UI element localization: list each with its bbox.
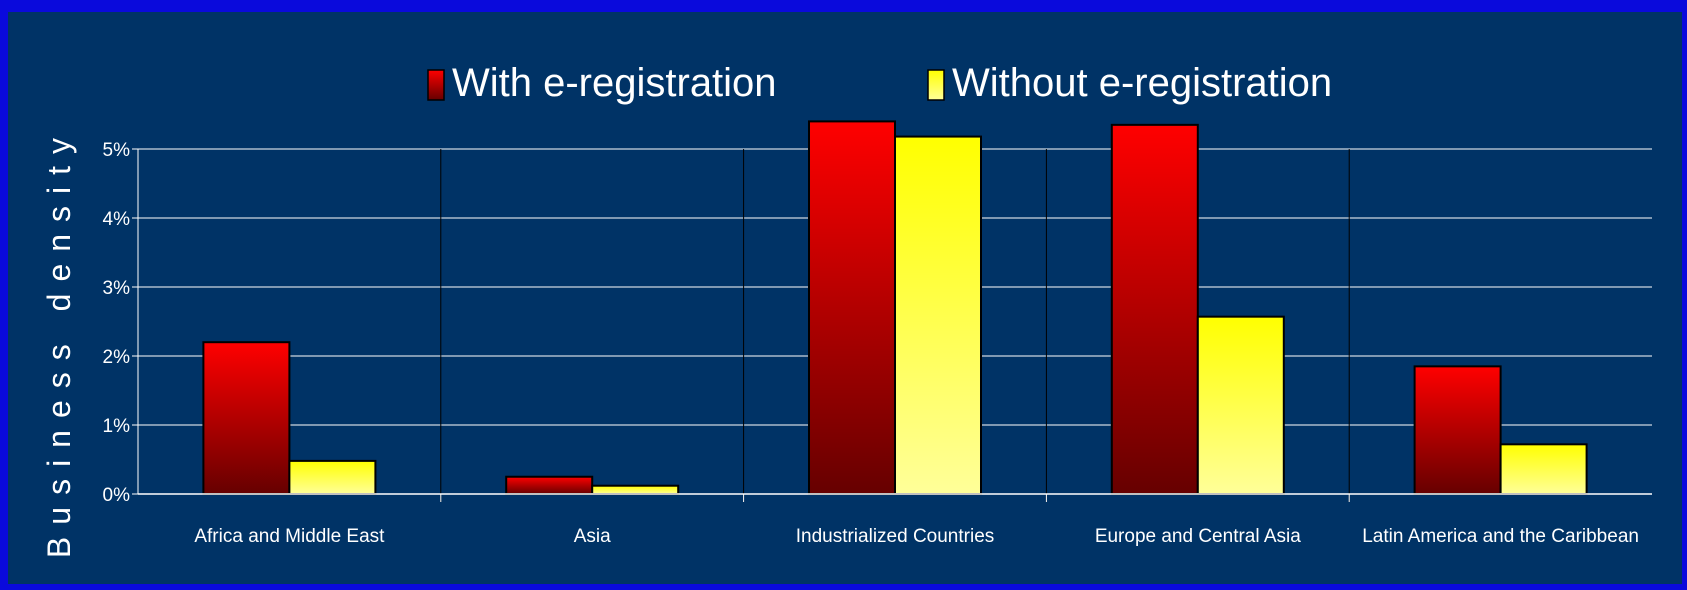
bar-with-e-registration — [202, 341, 291, 496]
legend-swatch-without — [927, 69, 945, 101]
bar-with-e-registration — [1413, 365, 1502, 496]
x-category-label: Africa and Middle East — [194, 526, 385, 547]
bar-without-e-registration — [1499, 443, 1588, 496]
y-tick-label: 3% — [103, 278, 131, 299]
x-category-label: Europe and Central Asia — [1095, 526, 1301, 547]
chart-frame: 0% 1% 2% 3% 4% 5% Africa and Middle East Asia In… — [8, 12, 1682, 584]
x-category-label: Asia — [574, 526, 611, 547]
bar-without-e-registration — [288, 459, 377, 496]
bar-with-e-registration — [505, 475, 594, 495]
bar-with-e-registration — [808, 120, 896, 496]
bar-chart: 0% 1% 2% 3% 4% 5% Africa and Middle East Asia In… — [41, 61, 1652, 558]
bar-without-e-registration — [894, 135, 982, 496]
bar-with-e-registration — [1110, 123, 1199, 495]
y-tick-label: 1% — [103, 416, 131, 437]
x-category-label: Industrialized Countries — [796, 526, 995, 547]
bars — [202, 120, 1588, 496]
y-tick-label: 0% — [103, 485, 131, 506]
x-category-label: Latin America and the Caribbean — [1362, 526, 1639, 547]
bar-without-e-registration — [591, 484, 680, 496]
y-tick-label: 5% — [103, 140, 131, 161]
y-tick-label: 4% — [103, 209, 131, 230]
legend-label-without: Without e-registration — [952, 61, 1332, 105]
y-axis-title: Business density — [41, 126, 77, 558]
axes: 0% 1% 2% 3% 4% 5% Africa and Middle East Asia In… — [103, 140, 1652, 547]
bar-without-e-registration — [1196, 315, 1285, 496]
legend-swatch-with — [427, 69, 445, 101]
legend-label-with: With e-registration — [452, 61, 777, 105]
y-tick-label: 2% — [103, 347, 131, 368]
legend: With e-registration Without e-registrati… — [427, 61, 1332, 105]
